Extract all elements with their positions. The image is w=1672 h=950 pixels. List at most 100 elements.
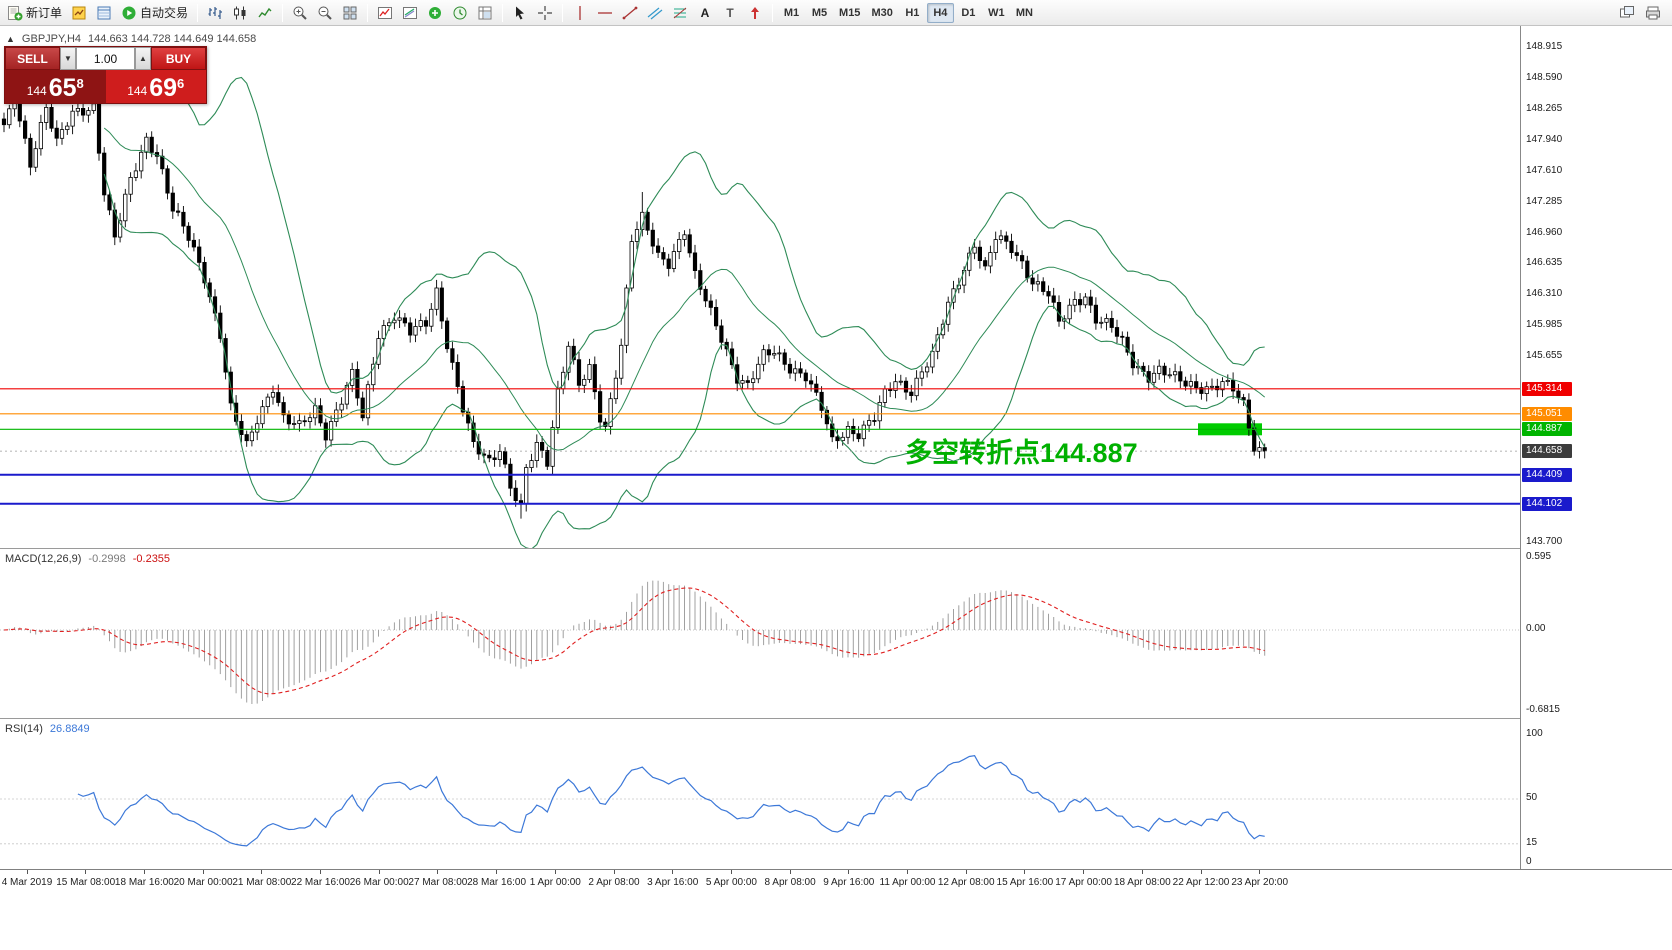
timeframe-h4-button[interactable]: H4 — [926, 2, 954, 23]
volume-down-button[interactable]: ▼ — [60, 47, 76, 70]
zoom-out-button[interactable] — [313, 2, 337, 24]
macd-scale-label: 0.00 — [1526, 623, 1546, 634]
buy-button[interactable]: BUY — [151, 47, 206, 70]
crosshair-icon — [537, 5, 553, 21]
panel-separator[interactable] — [0, 718, 1672, 719]
price-tick-label: 143.700 — [1526, 536, 1563, 547]
time-axis-tick — [965, 870, 967, 874]
time-axis-label: 3 Apr 16:00 — [647, 877, 699, 888]
time-axis-label: 1 Apr 00:00 — [529, 877, 581, 888]
timeframe-h1-button[interactable]: H1 — [899, 3, 926, 23]
timeframe-mn-button[interactable]: MN — [1011, 3, 1038, 23]
crosshair-button[interactable] — [533, 2, 557, 24]
arrange-windows-button[interactable] — [1615, 2, 1639, 24]
volume-up-icon: ▲ — [139, 54, 147, 63]
time-axis-label: 22 Mar 16:00 — [291, 877, 350, 888]
price-tick-label: 147.610 — [1526, 164, 1563, 176]
time-axis-label: 4 Mar 2019 — [1, 877, 53, 888]
timeframe-m5-button[interactable]: M5 — [806, 3, 833, 23]
autotrade-button[interactable]: 自动交易 — [117, 2, 192, 24]
timeframe-d1-button[interactable]: D1 — [955, 3, 982, 23]
vertical-line-button[interactable] — [568, 2, 592, 24]
time-axis-tick — [1141, 870, 1143, 874]
rsi-scale-label: 0 — [1526, 856, 1532, 867]
line-chart-button[interactable] — [253, 2, 277, 24]
rsi-scale-label: 100 — [1526, 728, 1543, 739]
objects-list-button[interactable] — [398, 2, 422, 24]
market-watch-icon — [71, 5, 87, 21]
template-button[interactable] — [473, 2, 497, 24]
time-axis-tick — [554, 870, 556, 874]
panel-separator[interactable] — [0, 548, 1672, 549]
periods-button[interactable] — [448, 2, 472, 24]
timeframe-m15-button[interactable]: M15 — [834, 3, 865, 23]
macd-scale-label: 0.595 — [1526, 551, 1552, 562]
toolbar-separator — [562, 3, 564, 22]
sell-price[interactable]: 144 65 8 — [5, 70, 106, 103]
template-icon — [477, 5, 493, 21]
candlestick-button[interactable] — [228, 2, 252, 24]
timeframe-w1-button[interactable]: W1 — [983, 3, 1010, 23]
label-button[interactable]: T — [718, 2, 742, 24]
price-line-label: 145.314 — [1522, 381, 1572, 396]
volume-input[interactable] — [76, 47, 135, 70]
print-icon — [1645, 5, 1661, 21]
tile-windows-icon — [342, 5, 358, 21]
time-axis-label: 18 Mar 16:00 — [114, 877, 174, 888]
add-indicator-button[interactable] — [423, 2, 447, 24]
time-axis-label: 20 Mar 00:00 — [173, 877, 233, 888]
rsi-scale-label: 15 — [1526, 836, 1538, 848]
rsi-panel-canvas[interactable] — [0, 719, 1520, 869]
timeframe-m30-button[interactable]: M30 — [866, 3, 897, 23]
time-axis-label: 23 Apr 20:00 — [1231, 877, 1289, 888]
new-order-icon — [7, 5, 23, 21]
horizontal-line-button[interactable] — [593, 2, 617, 24]
trade-controls-row: SELL ▼ ▲ BUY — [5, 47, 206, 70]
price-line-label: 145.051 — [1522, 406, 1572, 421]
zoom-in-button[interactable] — [288, 2, 312, 24]
trendline-button[interactable] — [618, 2, 642, 24]
time-axis-tick — [143, 870, 145, 874]
price-tick-label: 146.310 — [1526, 288, 1563, 300]
fibonacci-icon — [672, 5, 688, 21]
trade-prices-row: 144 65 8 144 69 6 — [5, 70, 206, 103]
time-axis-tick — [672, 870, 674, 874]
bar-chart-button[interactable] — [203, 2, 227, 24]
toolbar-right-group — [1615, 2, 1669, 24]
arrange-windows-icon — [1619, 5, 1635, 21]
indicators-button[interactable] — [373, 2, 397, 24]
macd-panel-canvas[interactable] — [0, 549, 1520, 718]
svg-text:T: T — [726, 6, 734, 20]
text-button[interactable]: A — [693, 2, 717, 24]
price-scale[interactable]: 148.915 148.590 148.265 147.940 147.610 147.2… — [1521, 26, 1672, 869]
arrows-icon — [747, 5, 763, 21]
timeframe-m1-button[interactable]: M1 — [778, 3, 805, 23]
time-axis[interactable]: 4 Mar 2019 15 Mar 08:00 18 Mar 16:00 20 Mar… — [0, 869, 1672, 905]
tile-windows-button[interactable] — [338, 2, 362, 24]
time-axis-tick — [437, 870, 439, 874]
time-axis-label: 22 Apr 12:00 — [1172, 877, 1230, 888]
fibonacci-button[interactable] — [668, 2, 692, 24]
sell-button[interactable]: SELL — [5, 47, 60, 70]
buy-price[interactable]: 144 69 6 — [105, 70, 206, 103]
price-tick-label: 147.940 — [1526, 133, 1563, 145]
sell-price-big: 65 — [48, 74, 77, 102]
collapse-symbol-icon[interactable]: ▲ — [6, 34, 15, 44]
volume-up-button[interactable]: ▲ — [135, 47, 151, 70]
sell-price-sup: 8 — [76, 76, 84, 91]
turning-point-annotation[interactable]: 多空转折点144.887 — [905, 437, 1138, 468]
market-watch-button[interactable] — [67, 2, 91, 24]
cursor-button[interactable] — [508, 2, 532, 24]
new-order-button[interactable]: 新订单 — [3, 2, 66, 24]
data-window-button[interactable] — [92, 2, 116, 24]
svg-text:A: A — [701, 6, 710, 20]
toolbar-separator — [282, 3, 284, 22]
channel-button[interactable] — [643, 2, 667, 24]
print-button[interactable] — [1641, 2, 1665, 24]
time-axis-tick — [848, 870, 850, 874]
main-chart-canvas[interactable]: 多空转折点144.887 — [0, 26, 1520, 549]
toolbar-button-label: 自动交易 — [140, 6, 189, 20]
time-axis-tick — [907, 870, 908, 874]
arrows-button[interactable] — [743, 2, 767, 24]
time-axis-label: 18 Apr 08:00 — [1113, 877, 1171, 888]
